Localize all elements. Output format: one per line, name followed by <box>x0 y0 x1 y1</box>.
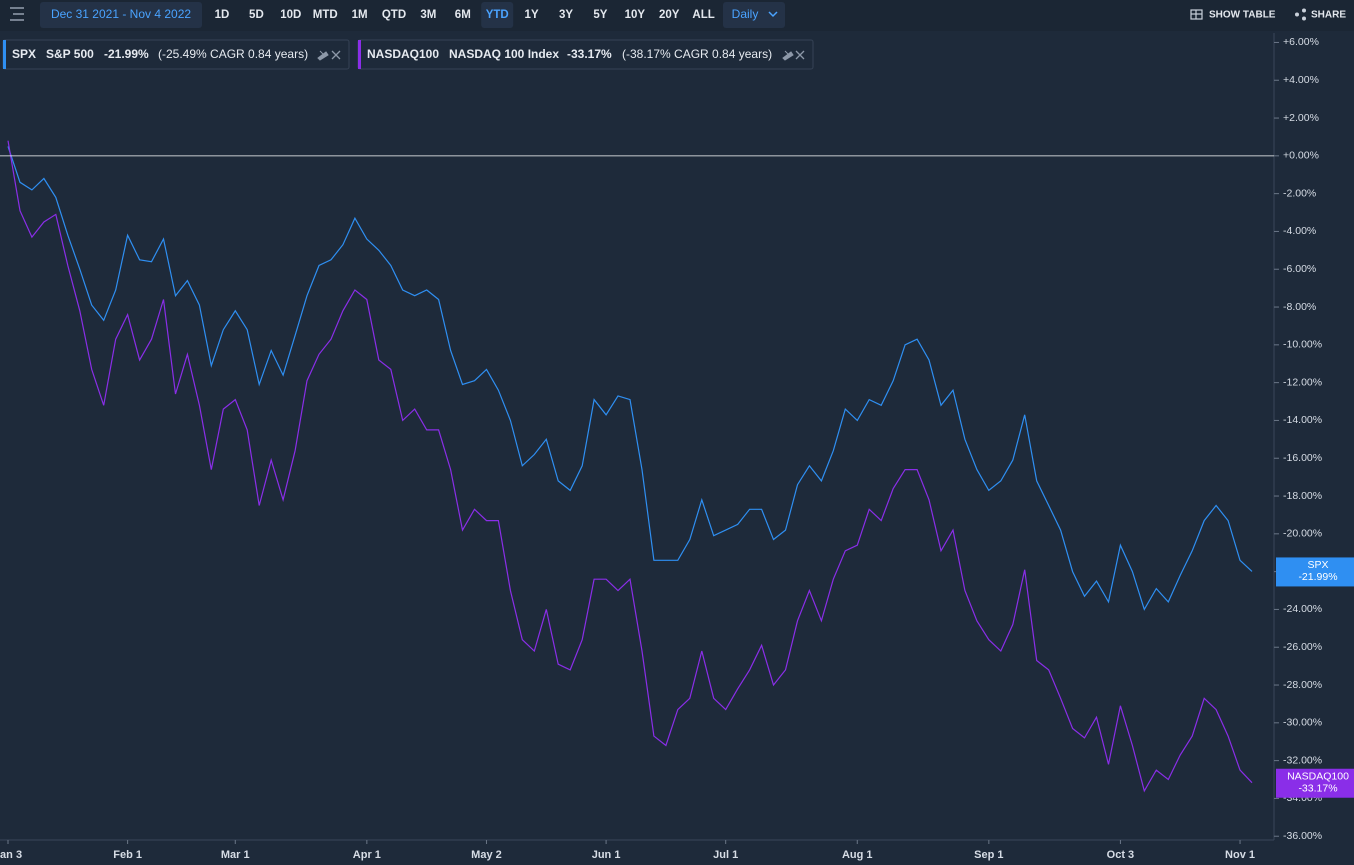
range-button[interactable]: 1M <box>352 9 368 21</box>
y-tick-label: -16.00% <box>1283 452 1322 464</box>
date-range-box[interactable] <box>40 2 202 28</box>
y-tick-label: -28.00% <box>1283 679 1322 691</box>
legend-settings-icon[interactable] <box>782 50 794 61</box>
y-tick-label: -14.00% <box>1283 414 1322 426</box>
range-button[interactable]: ALL <box>692 9 714 21</box>
legend-change: -21.99% <box>104 47 149 61</box>
legend-cagr: (-38.17% CAGR 0.84 years) <box>622 47 772 61</box>
range-button[interactable]: 10D <box>280 9 301 21</box>
toolbar <box>0 0 1354 31</box>
y-tick-label: -12.00% <box>1283 376 1322 388</box>
x-tick-label: Oct 3 <box>1107 849 1135 861</box>
interval[interactable]: Daily <box>732 7 759 21</box>
legend-swatch <box>358 40 361 69</box>
x-tick-label: May 2 <box>471 849 502 861</box>
x-tick-label: Jul 1 <box>713 849 738 861</box>
range-button[interactable]: 10Y <box>625 9 646 21</box>
legend-name: NASDAQ100 <box>367 47 439 61</box>
range-button[interactable]: 3M <box>420 9 436 21</box>
y-tick-label: -18.00% <box>1283 490 1322 502</box>
range-button[interactable]: 1D <box>215 9 230 21</box>
y-tick-label: +6.00% <box>1283 36 1319 48</box>
y-tick-label: -4.00% <box>1283 225 1316 237</box>
range-button[interactable]: 20Y <box>659 9 680 21</box>
date-range[interactable]: Dec 31 2021 - Nov 4 2022 <box>51 7 191 21</box>
legend-description: NASDAQ 100 Index <box>449 47 559 61</box>
legend-close[interactable] <box>795 50 805 60</box>
y-tick-label: +4.00% <box>1283 74 1319 86</box>
x-tick-label: Sep 1 <box>974 849 1003 861</box>
range-button[interactable]: 3Y <box>559 9 573 21</box>
range-button[interactable]: YTD <box>486 9 509 21</box>
series-line <box>7 146 1253 611</box>
x-tick-label: Jun 1 <box>592 849 621 861</box>
badge-name: NASDAQ100 <box>1287 771 1349 783</box>
legend-cagr: (-25.49% CAGR 0.84 years) <box>158 47 308 61</box>
legend-change: -33.17% <box>567 47 612 61</box>
y-tick-label: -36.00% <box>1283 830 1322 842</box>
y-tick-label: -32.00% <box>1283 754 1322 766</box>
y-tick-label: -20.00% <box>1283 528 1322 540</box>
legend-settings-icon[interactable] <box>317 50 329 61</box>
legend-swatch <box>3 40 6 69</box>
y-tick-label: +2.00% <box>1283 112 1319 124</box>
range-selected <box>481 2 514 28</box>
series-line <box>7 140 1253 793</box>
y-tick-label: -30.00% <box>1283 717 1322 729</box>
y-tick-label: -8.00% <box>1283 301 1316 313</box>
legend-close[interactable] <box>331 50 341 60</box>
share[interactable]: SHARE <box>1311 10 1346 21</box>
y-tick-label: -2.00% <box>1283 187 1316 199</box>
menu-icon[interactable] <box>10 7 24 21</box>
x-tick-label: Aug 1 <box>842 849 873 861</box>
range-button[interactable]: QTD <box>382 9 406 21</box>
y-tick-label: -6.00% <box>1283 263 1316 275</box>
x-tick-label: Feb 1 <box>113 849 142 861</box>
y-tick-label: -10.00% <box>1283 339 1322 351</box>
range-button[interactable]: MTD <box>313 9 338 21</box>
share-icon <box>1295 8 1306 21</box>
x-tick-label: Mar 1 <box>221 849 250 861</box>
y-tick-label: +0.00% <box>1283 150 1319 162</box>
table-icon <box>1190 9 1203 20</box>
badge-value: -33.17% <box>1298 783 1337 795</box>
show-table[interactable]: SHOW TABLE <box>1209 10 1276 21</box>
y-tick-label: -24.00% <box>1283 603 1322 615</box>
last-value-badge <box>1276 557 1354 587</box>
dropdown-caret <box>768 11 778 18</box>
badge-name: SPX <box>1307 559 1328 571</box>
last-value-badge <box>1276 768 1354 798</box>
x-tick-label: Nov 1 <box>1225 849 1255 861</box>
legend-description: S&P 500 <box>46 47 94 61</box>
plot <box>7 140 1253 793</box>
badge-value: -21.99% <box>1298 571 1337 583</box>
interval-box[interactable] <box>723 2 785 28</box>
y-tick-label: -26.00% <box>1283 641 1322 653</box>
range-button[interactable]: 6M <box>455 9 471 21</box>
range-button[interactable]: 5D <box>249 9 264 21</box>
legend-name: SPX <box>12 47 36 61</box>
x-tick-label: Apr 1 <box>353 849 381 861</box>
range-button[interactable]: 5Y <box>593 9 607 21</box>
x-tick-label: Jan 3 <box>0 849 22 861</box>
range-button[interactable]: 1Y <box>525 9 539 21</box>
